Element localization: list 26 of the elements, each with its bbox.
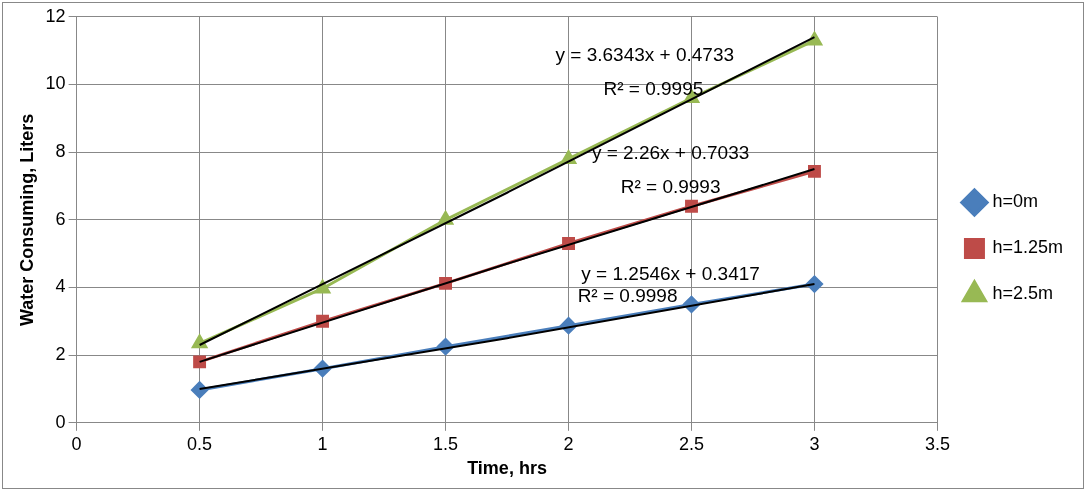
- legend-label: h=2.5m: [992, 283, 1053, 304]
- legend-label: h=0m: [992, 191, 1038, 212]
- annotation: R² = 0.9995: [603, 78, 704, 100]
- x-tick-label: 3: [809, 433, 820, 454]
- annotation: y = 3.6343x + 0.4733: [555, 43, 735, 65]
- y-tick-label: 4: [55, 276, 66, 297]
- annotation: R² = 0.9993: [620, 175, 721, 197]
- x-tick-label: 2: [563, 433, 574, 454]
- y-tick-label: 6: [55, 208, 66, 229]
- y-tick-label: 0: [55, 411, 66, 432]
- annotation: y = 1.2546x + 0.3417: [581, 262, 760, 284]
- x-tick-label: 2.5: [678, 433, 705, 454]
- x-tick-label: 0: [71, 433, 82, 454]
- legend-label: h=1.25m: [992, 237, 1064, 258]
- annotation: y = 2.26x + 0.7033: [591, 142, 750, 164]
- annotation: R² = 0.9998: [577, 285, 678, 307]
- x-axis-title: Time, hrs: [467, 458, 547, 479]
- x-tick-label: 0.5: [187, 433, 213, 454]
- x-tick-label: 1.5: [433, 433, 459, 454]
- y-tick-label: 12: [45, 5, 66, 26]
- y-tick-label: 8: [55, 141, 66, 162]
- y-axis-title: Water Consuming, Liters: [16, 113, 37, 326]
- y-tick-label: 2: [55, 344, 66, 365]
- x-tick-label: 3.5: [924, 433, 950, 454]
- y-tick-label: 10: [45, 73, 66, 94]
- x-tick-label: 1: [317, 433, 328, 454]
